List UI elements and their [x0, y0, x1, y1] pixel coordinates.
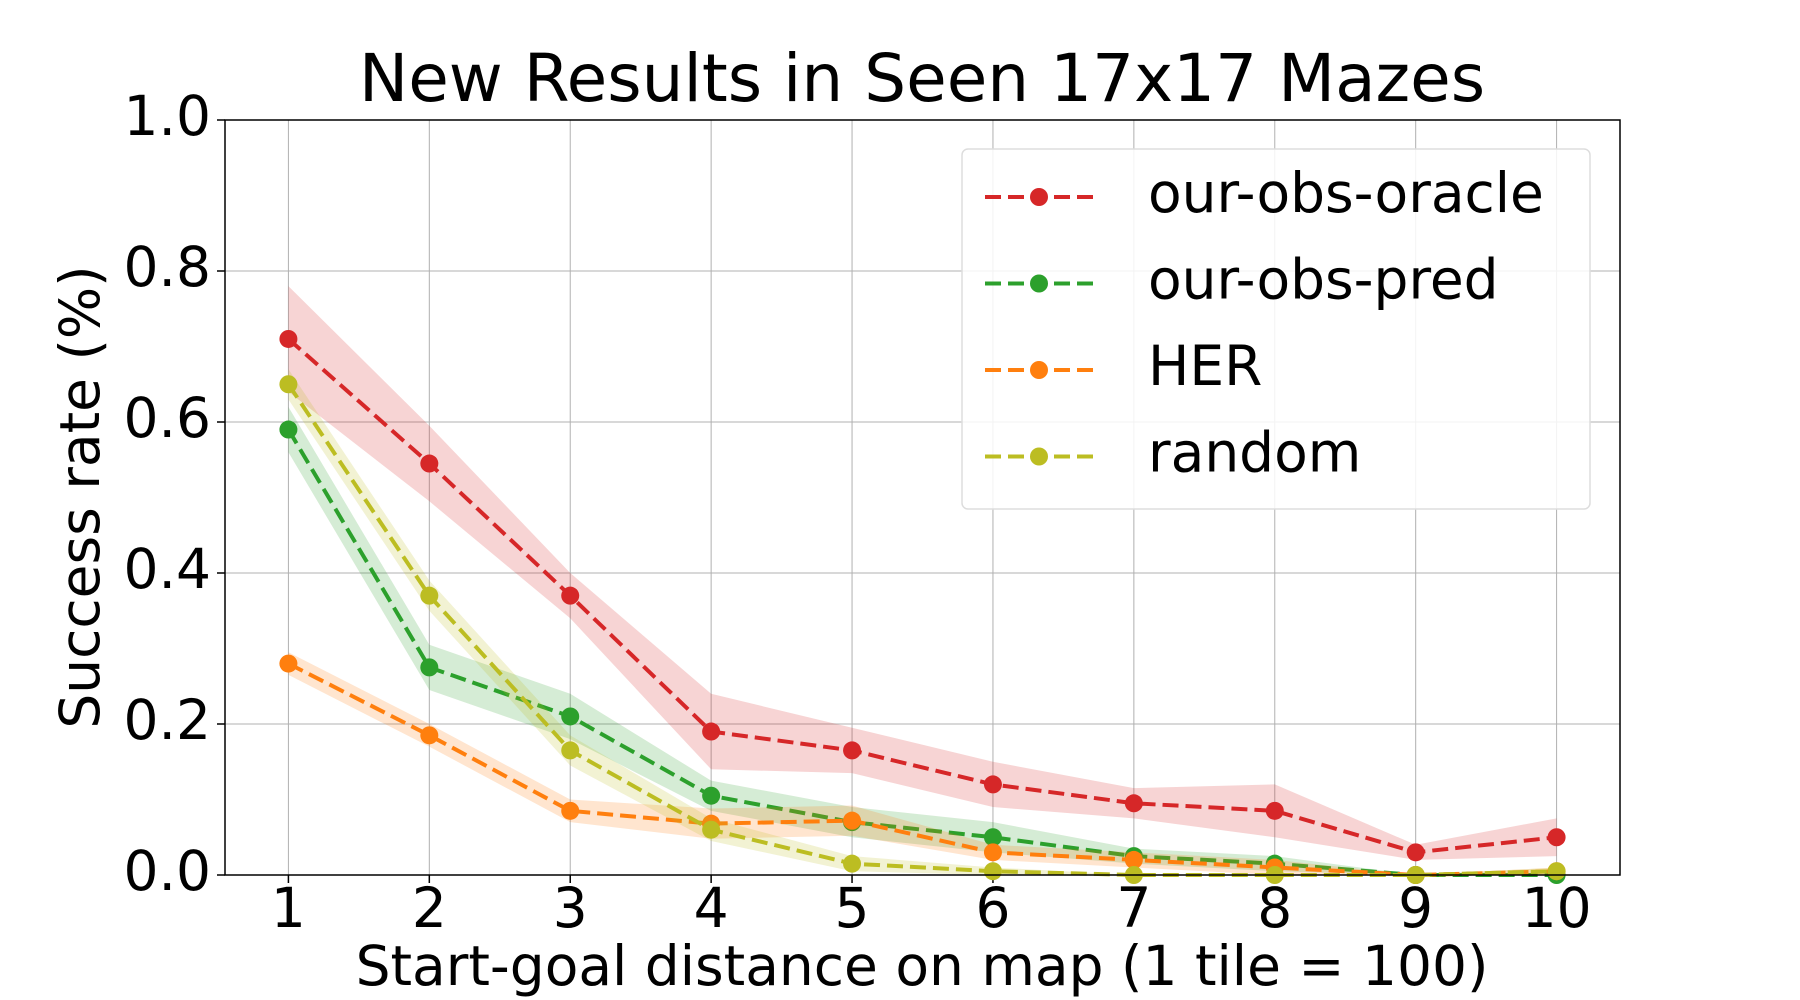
legend-marker	[1030, 361, 1048, 379]
data-point	[279, 329, 298, 348]
data-point	[1265, 801, 1284, 820]
y-tick-label: 0.0	[124, 839, 211, 903]
error-band	[288, 286, 1557, 860]
data-point	[279, 420, 298, 439]
data-point	[1406, 843, 1425, 862]
legend-label: our-obs-oracle	[1148, 161, 1544, 225]
legend-marker	[1030, 188, 1048, 206]
y-tick-label: 0.4	[124, 537, 211, 601]
data-point	[702, 722, 721, 741]
data-point	[983, 828, 1002, 847]
x-tick-label: 8	[1257, 876, 1292, 940]
y-tick-label: 0.8	[124, 235, 211, 299]
y-axis-label: Success rate (%)	[48, 265, 112, 728]
data-point	[843, 854, 862, 873]
data-point	[1124, 794, 1143, 813]
error-band	[288, 652, 1557, 875]
x-tick-label: 10	[1522, 876, 1592, 940]
data-point	[1547, 862, 1566, 881]
x-tick-label: 1	[271, 876, 306, 940]
legend-marker	[1030, 274, 1048, 293]
data-point	[983, 843, 1002, 862]
x-axis-label: Start-goal distance on map (1 tile = 100…	[356, 934, 1489, 998]
x-tick-label: 9	[1398, 876, 1433, 940]
series-line	[287, 661, 1557, 878]
y-tick-label: 0.6	[124, 386, 211, 450]
chart-title: New Results in Seen 17x17 Mazes	[359, 40, 1485, 117]
legend-label: our-obs-pred	[1148, 248, 1499, 312]
x-tick-label: 4	[694, 876, 729, 940]
series-line	[286, 383, 1557, 877]
data-point	[561, 741, 580, 760]
data-point	[983, 862, 1002, 881]
data-point	[420, 454, 439, 473]
data-point	[420, 726, 439, 745]
y-tick-label: 0.2	[124, 688, 211, 752]
data-point	[1547, 828, 1566, 847]
data-point	[420, 658, 439, 677]
data-point	[983, 775, 1002, 794]
series-line	[287, 337, 1557, 855]
x-tick-label: 7	[1116, 876, 1151, 940]
data-point	[702, 820, 721, 839]
legend-label: HER	[1148, 334, 1262, 398]
data-point	[843, 741, 862, 760]
x-tick-label: 2	[412, 876, 447, 940]
data-point	[843, 811, 862, 830]
plot-frame	[224, 119, 1621, 876]
data-point	[561, 707, 580, 726]
x-tick-label: 5	[835, 876, 870, 940]
data-point	[279, 375, 298, 394]
legend-marker	[1030, 447, 1048, 466]
data-point	[702, 786, 721, 805]
legend-label: random	[1148, 421, 1361, 485]
x-tick-label: 6	[975, 876, 1010, 940]
y-tick-label: 1.0	[124, 84, 211, 148]
data-point	[1124, 850, 1143, 869]
data-point	[279, 654, 298, 673]
data-point	[561, 801, 580, 820]
data-point	[561, 586, 580, 605]
legend-box	[961, 148, 1591, 510]
data-point	[420, 586, 439, 605]
series-line	[286, 428, 1557, 877]
x-tick-label: 3	[553, 876, 588, 940]
